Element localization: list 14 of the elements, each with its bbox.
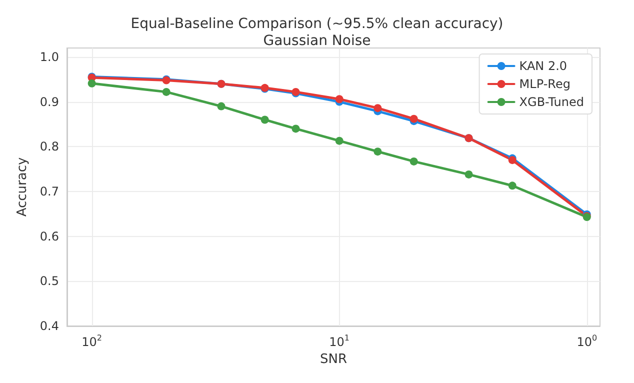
legend-label: KAN 2.0 xyxy=(519,59,568,73)
chart-title: Equal-Baseline Comparison (~95.5% clean accuracy) xyxy=(130,16,504,32)
y-tick-label: 0.5 xyxy=(40,274,59,288)
y-tick-label: 0.8 xyxy=(40,140,59,154)
y-tick-label: 1.0 xyxy=(40,50,59,64)
x-axis-title: SNR xyxy=(320,352,347,367)
y-tick-label: 0.7 xyxy=(40,184,59,198)
legend-label: XGB-Tuned xyxy=(519,95,584,109)
y-axis-title: Accuracy xyxy=(15,157,30,217)
legend-label: MLP-Reg xyxy=(519,77,570,91)
y-tick-label: 0.9 xyxy=(40,94,59,109)
y-tick-label: 0.4 xyxy=(40,319,59,333)
y-tick-label: 0.6 xyxy=(40,229,59,244)
chart-subtitle: Gaussian Noise xyxy=(263,33,371,49)
